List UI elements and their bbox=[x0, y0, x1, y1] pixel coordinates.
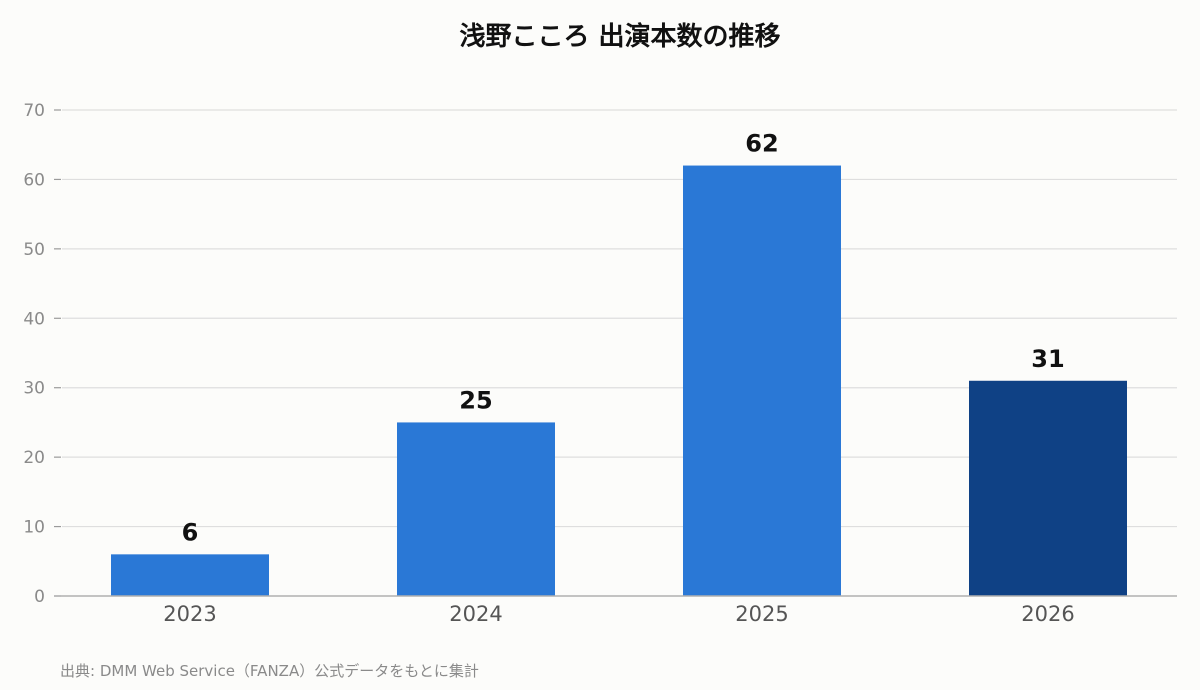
bar-2024 bbox=[397, 422, 555, 596]
x-tick-label-2024: 2024 bbox=[449, 602, 502, 626]
gridlines bbox=[62, 109, 1177, 528]
bar-2025 bbox=[683, 165, 841, 597]
y-tick-label: 10 bbox=[23, 518, 45, 538]
y-axis: 0 10 20 30 40 50 60 70 bbox=[23, 101, 61, 607]
x-tick-label-2025: 2025 bbox=[735, 602, 788, 626]
y-tick-label: 0 bbox=[34, 587, 45, 607]
data-labels: 6 25 62 31 bbox=[182, 130, 1065, 547]
bar-2026 bbox=[969, 380, 1127, 596]
data-label-2023: 6 bbox=[182, 518, 199, 546]
y-tick-label: 60 bbox=[23, 170, 45, 190]
x-axis: 2023 2024 2025 2026 bbox=[163, 602, 1074, 626]
y-tick-label: 30 bbox=[23, 379, 45, 399]
x-tick-label-2023: 2023 bbox=[163, 602, 216, 626]
x-tick-label-2026: 2026 bbox=[1021, 602, 1074, 626]
y-tick-label: 50 bbox=[23, 240, 45, 260]
y-tick-label: 40 bbox=[23, 309, 45, 329]
data-label-2025: 62 bbox=[745, 130, 778, 158]
chart-title: 浅野こころ 出演本数の推移 bbox=[459, 21, 780, 52]
bars bbox=[111, 165, 1127, 597]
bar-2023 bbox=[111, 554, 269, 596]
y-tick-label: 70 bbox=[23, 101, 45, 121]
data-label-2026: 31 bbox=[1031, 345, 1064, 373]
y-tick-label: 20 bbox=[23, 448, 45, 468]
data-label-2024: 25 bbox=[459, 386, 492, 414]
source-note: 出典: DMM Web Service（FANZA）公式データをもとに集計 bbox=[60, 662, 479, 680]
